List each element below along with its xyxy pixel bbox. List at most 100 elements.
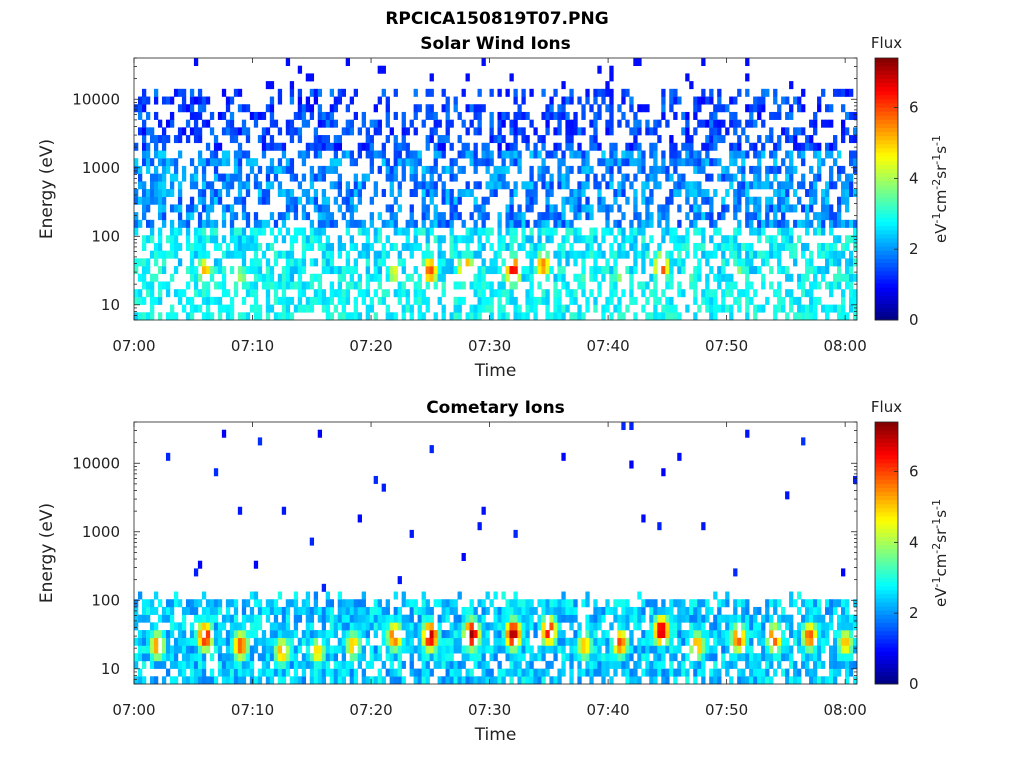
flux-cell bbox=[205, 96, 211, 105]
flux-cell bbox=[321, 630, 327, 639]
flux-cell bbox=[349, 219, 354, 228]
flux-cell bbox=[677, 189, 682, 198]
colorbar-segment bbox=[875, 307, 898, 313]
flux-cell bbox=[325, 165, 331, 174]
flux-cell bbox=[453, 312, 458, 321]
flux-cell bbox=[569, 119, 574, 128]
flux-cell bbox=[625, 158, 630, 167]
flux-cell bbox=[609, 165, 614, 174]
flux-cell bbox=[717, 668, 722, 677]
flux-cell bbox=[317, 653, 323, 662]
flux-cell bbox=[289, 296, 295, 305]
flux-cell bbox=[253, 227, 259, 236]
flux-cell bbox=[513, 660, 518, 669]
flux-cell bbox=[253, 296, 259, 305]
flux-cell bbox=[769, 599, 774, 608]
flux-cell bbox=[769, 181, 774, 190]
colorbar-segment bbox=[875, 458, 898, 464]
flux-cell bbox=[545, 219, 550, 228]
flux-cell bbox=[429, 104, 434, 113]
flux-cell bbox=[169, 630, 175, 639]
flux-cell bbox=[169, 312, 175, 321]
flux-cell bbox=[685, 653, 690, 662]
flux-cell bbox=[137, 296, 143, 305]
flux-cell bbox=[329, 181, 335, 190]
flux-cell bbox=[305, 235, 311, 244]
flux-cell bbox=[589, 204, 594, 213]
flux-cell bbox=[757, 630, 762, 639]
flux-cell bbox=[561, 304, 566, 313]
flux-cell bbox=[713, 111, 718, 120]
flux-cell bbox=[389, 676, 394, 685]
flux-cell bbox=[157, 235, 163, 244]
flux-cell bbox=[389, 266, 394, 275]
flux-cell bbox=[461, 150, 466, 159]
flux-cell bbox=[517, 127, 522, 136]
flux-cell bbox=[301, 676, 307, 685]
colorbar-segment bbox=[875, 287, 898, 292]
flux-cell bbox=[769, 266, 774, 275]
flux-cell bbox=[477, 88, 482, 97]
flux-cell bbox=[725, 614, 730, 623]
colorbar-segment bbox=[875, 516, 898, 521]
flux-cell bbox=[313, 637, 319, 646]
flux-cell bbox=[245, 289, 251, 298]
flux-cell bbox=[817, 645, 822, 654]
flux-cell bbox=[437, 258, 442, 267]
flux-cell bbox=[253, 304, 259, 313]
flux-cell bbox=[337, 614, 343, 623]
flux-cell bbox=[489, 119, 494, 128]
flux-cell bbox=[301, 668, 307, 677]
flux-cell bbox=[385, 289, 390, 298]
flux-cell bbox=[405, 304, 410, 313]
flux-cell bbox=[581, 150, 586, 159]
flux-cell bbox=[437, 235, 442, 244]
flux-cell bbox=[561, 645, 566, 654]
flux-cell bbox=[597, 622, 602, 631]
flux-cell bbox=[561, 96, 566, 105]
flux-cell bbox=[257, 606, 263, 615]
flux-cell bbox=[337, 637, 343, 646]
flux-cell bbox=[737, 637, 742, 646]
flux-cell bbox=[797, 630, 802, 639]
flux-cell bbox=[321, 142, 327, 151]
flux-cell bbox=[321, 660, 327, 669]
flux-cell bbox=[717, 173, 722, 182]
flux-cell bbox=[733, 606, 738, 615]
flux-cell bbox=[509, 219, 514, 228]
flux-cell bbox=[389, 219, 394, 228]
flux-cell bbox=[465, 127, 470, 136]
flux-cell bbox=[445, 660, 450, 669]
flux-cell bbox=[525, 219, 530, 228]
flux-cell bbox=[469, 668, 474, 677]
flux-cell bbox=[457, 189, 462, 198]
flux-cell bbox=[421, 181, 426, 190]
flux-cell bbox=[153, 676, 159, 685]
flux-cell bbox=[849, 653, 854, 662]
flux-cell bbox=[513, 645, 518, 654]
flux-cell bbox=[233, 599, 239, 608]
flux-cell bbox=[821, 637, 826, 646]
flux-cell bbox=[421, 591, 426, 600]
flux-cell bbox=[557, 142, 562, 151]
flux-cell bbox=[373, 645, 378, 654]
flux-cell bbox=[525, 630, 530, 639]
flux-cell bbox=[473, 104, 478, 113]
flux-cell bbox=[405, 158, 410, 167]
flux-cell bbox=[417, 289, 422, 298]
flux-cell bbox=[469, 189, 474, 198]
flux-cell bbox=[297, 614, 303, 623]
flux-cell bbox=[193, 135, 199, 144]
flux-cell bbox=[309, 165, 315, 174]
x-tick-label: 07:40 bbox=[586, 337, 629, 355]
flux-cell bbox=[341, 273, 346, 282]
flux-cell bbox=[161, 212, 167, 221]
flux-cell bbox=[613, 235, 618, 244]
flux-cell bbox=[477, 242, 482, 251]
flux-cell bbox=[301, 266, 307, 275]
flux-cell bbox=[693, 599, 698, 608]
flux-cell bbox=[465, 189, 470, 198]
flux-cell bbox=[649, 165, 654, 174]
flux-cell bbox=[425, 104, 430, 113]
flux-cell bbox=[585, 653, 590, 662]
